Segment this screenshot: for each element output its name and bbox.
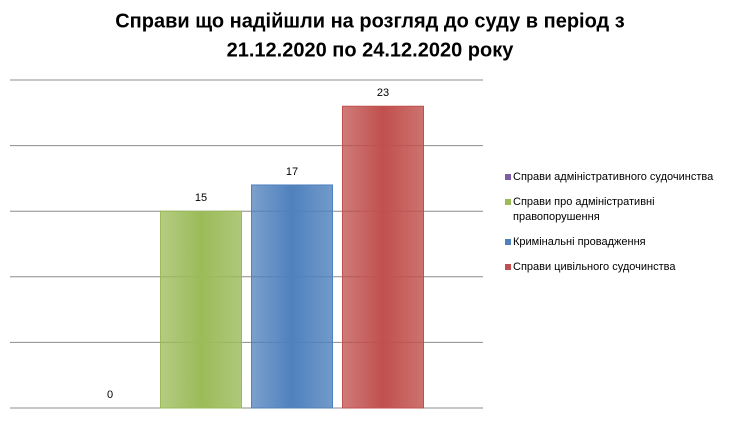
chart-title: 21.12.2020 по 24.12.2020 року: [227, 39, 515, 61]
bar: [251, 184, 333, 409]
value-label: 17: [286, 166, 298, 178]
bar: [160, 210, 242, 409]
legend-label: Справи цивільного судочинства: [513, 261, 676, 273]
legend: Справи адміністративного судочинства Спра…: [505, 170, 740, 285]
legend-label: Кримінальні провадження: [513, 236, 646, 248]
legend-entry: Справи адміністративного судочинства: [505, 170, 740, 185]
chart-title: Справи що надійшли на розгляд до суду в …: [115, 10, 625, 32]
legend-label: Справи про адміністративні правопорушенн…: [513, 196, 655, 223]
value-label: 15: [195, 192, 207, 204]
legend-swatch: [505, 199, 511, 205]
legend-entry: Справи про адміністративні правопорушенн…: [505, 195, 740, 225]
legend-swatch: [505, 264, 511, 270]
legend-label: Справи адміністративного судочинства: [513, 171, 714, 183]
bar: [342, 105, 424, 409]
legend-entry: Справи цивільного судочинства: [505, 260, 740, 275]
legend-swatch: [505, 239, 511, 245]
legend-entry: Кримінальні провадження: [505, 235, 740, 250]
legend-swatch: [505, 174, 511, 180]
value-label: 0: [107, 389, 113, 401]
value-label: 23: [377, 87, 389, 99]
